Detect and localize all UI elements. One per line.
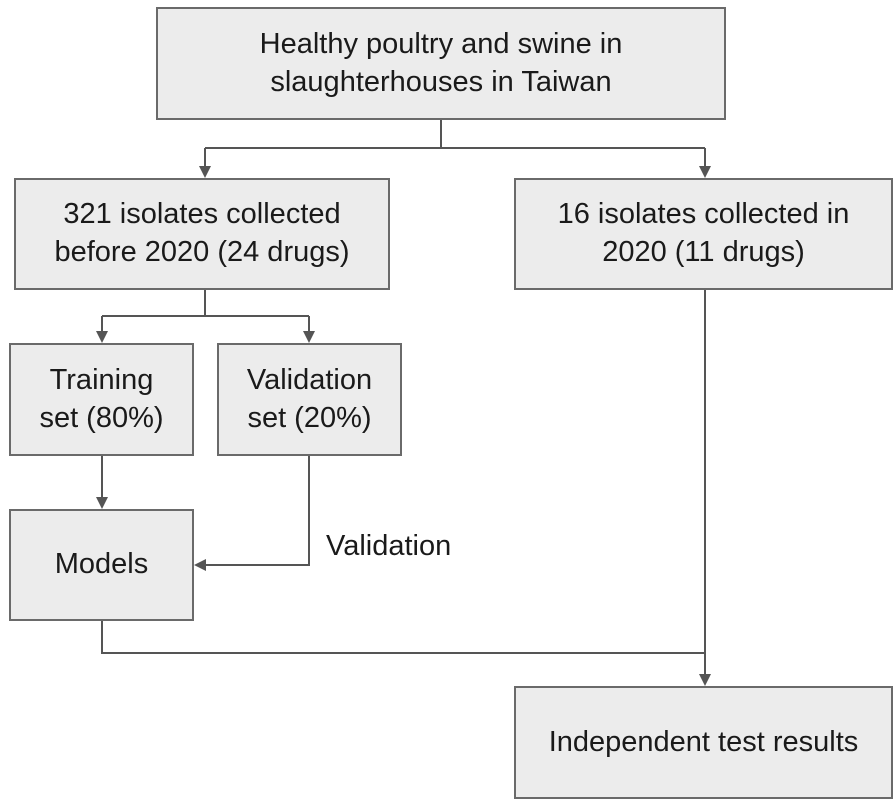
node-isolates-2020: 16 isolates collected in 2020 (11 drugs) bbox=[514, 178, 893, 290]
connector-models-to-results bbox=[101, 621, 705, 654]
node-isolates-before-2020: 321 isolates collected before 2020 (24 d… bbox=[14, 178, 390, 290]
node-models: Models bbox=[9, 509, 194, 621]
node-independent-test-results: Independent test results bbox=[514, 686, 893, 799]
node-source-population: Healthy poultry and swine in slaughterho… bbox=[156, 7, 726, 120]
edge-label-validation: Validation bbox=[326, 530, 452, 562]
node-training-set: Training set (80%) bbox=[9, 343, 194, 456]
node-validation-set: Validation set (20%) bbox=[217, 343, 402, 456]
arrow-validation-to-models bbox=[194, 456, 310, 571]
